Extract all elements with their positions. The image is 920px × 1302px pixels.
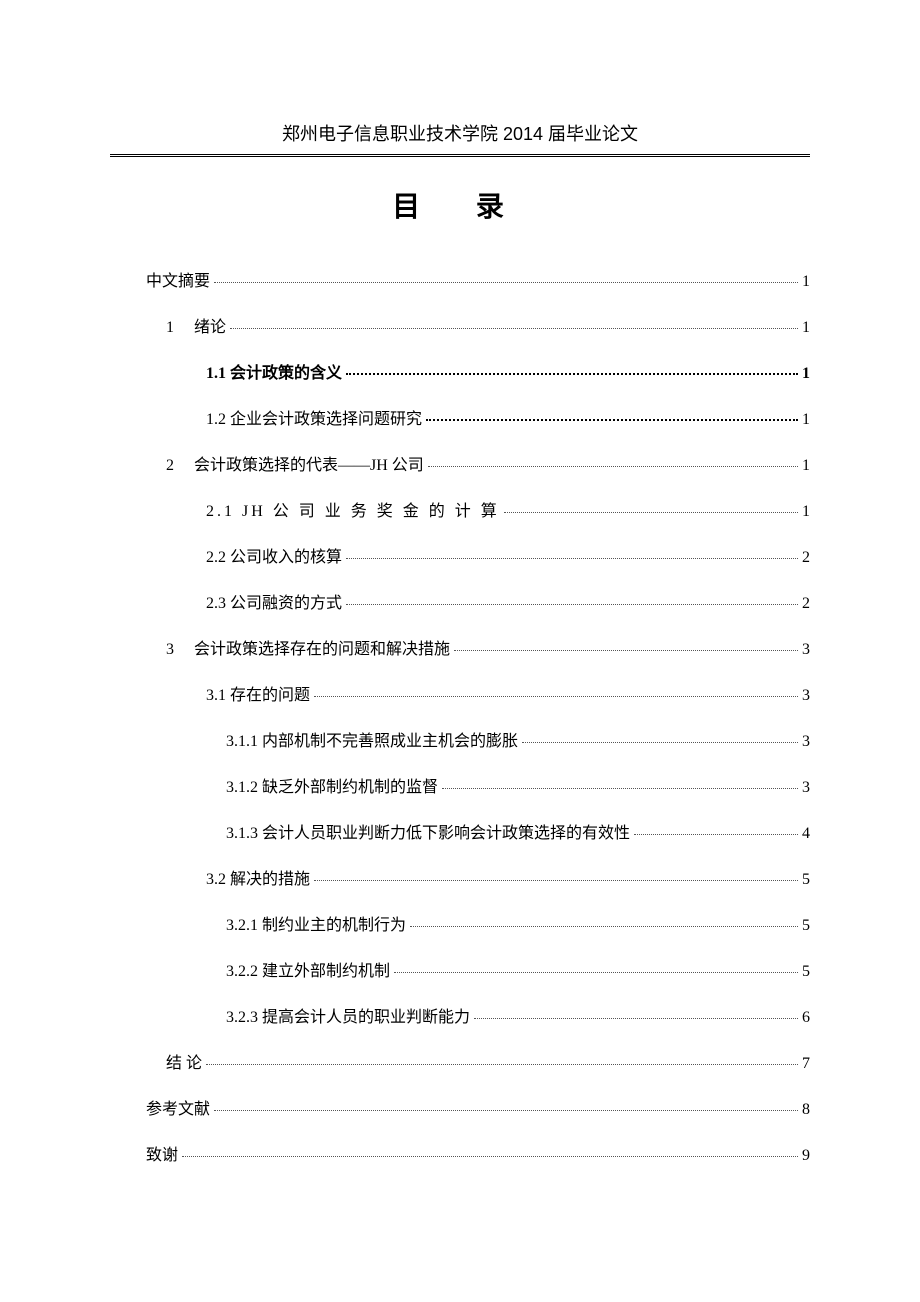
toc-entry-label: 2.1 JH 公 司 业 务 奖 金 的 计 算 (206, 497, 500, 521)
toc-entry: 3.2 解决的措施 5 (110, 865, 810, 889)
toc-leader (474, 1018, 798, 1019)
toc-leader (214, 1110, 798, 1111)
toc-entry-page: 3 (802, 779, 810, 797)
toc-entry-page: 1 (802, 457, 810, 475)
toc-entry: 致谢 9 (110, 1141, 810, 1165)
toc-entry: 参考文献 8 (110, 1095, 810, 1119)
toc-entry-label: 1.2 企业会计政策选择问题研究 (206, 405, 422, 429)
toc-leader (410, 926, 798, 927)
toc-leader (214, 282, 798, 283)
toc-entry-number: 1 (166, 319, 174, 337)
toc-entry-label: 中文摘要 (146, 267, 210, 291)
toc-entry-label: 参考文献 (146, 1095, 210, 1119)
toc-entry: 3.1.1 内部机制不完善照成业主机会的膨胀 3 (110, 727, 810, 751)
toc-entry-label: 3.2.3 提高会计人员的职业判断能力 (226, 1003, 470, 1027)
toc-entry-label: 3.2.1 制约业主的机制行为 (226, 911, 406, 935)
toc-entry-label: 致谢 (146, 1141, 178, 1165)
toc-entry-page: 1 (802, 411, 810, 429)
toc-entry: 3.2.3 提高会计人员的职业判断能力 6 (110, 1003, 810, 1027)
toc-entry-label: 3.2 解决的措施 (206, 865, 310, 889)
toc-entry: 2 会计政策选择的代表——JH 公司 1 (110, 451, 810, 475)
toc-leader (428, 466, 798, 467)
toc-entry-page: 1 (802, 503, 810, 521)
toc-leader (442, 788, 798, 789)
toc-leader (314, 696, 798, 697)
toc-entry-number: 2 (166, 457, 174, 475)
toc-entry-page: 7 (802, 1055, 810, 1073)
toc-entry-label: 3.1.2 缺乏外部制约机制的监督 (226, 773, 438, 797)
toc-entry-page: 6 (802, 1009, 810, 1027)
toc-leader (230, 328, 798, 329)
toc-leader (346, 558, 798, 559)
toc-leader (504, 512, 798, 513)
toc-entry-page: 1 (802, 365, 810, 383)
toc-entry: 结 论 7 (110, 1049, 810, 1073)
toc-entry: 3.2.1 制约业主的机制行为 5 (110, 911, 810, 935)
toc-entry-page: 2 (802, 549, 810, 567)
toc-title: 目 录 (110, 185, 810, 225)
toc-entry: 2.2 公司收入的核算 2 (110, 543, 810, 567)
toc-entry: 1.1 会计政策的含义 1 (110, 359, 810, 383)
toc-leader (346, 373, 798, 375)
toc-entry-label: 3.1 存在的问题 (206, 681, 310, 705)
toc-entry: 3.1.3 会计人员职业判断力低下影响会计政策选择的有效性 4 (110, 819, 810, 843)
toc-entry-page: 5 (802, 963, 810, 981)
toc-entry-label: 3.1.1 内部机制不完善照成业主机会的膨胀 (226, 727, 518, 751)
toc-leader (426, 419, 798, 421)
toc-entry-page: 5 (802, 917, 810, 935)
toc-entry-page: 3 (802, 687, 810, 705)
toc-entry: 1.2 企业会计政策选择问题研究 1 (110, 405, 810, 429)
toc-entry-label: 绪论 (194, 313, 226, 337)
toc-entry-page: 8 (802, 1101, 810, 1119)
toc-entry-page: 3 (802, 641, 810, 659)
page-container: 郑州电子信息职业技术学院 2014 届毕业论文 目 录 中文摘要11绪论11.1… (0, 0, 920, 1165)
toc-entry: 1 绪论 1 (110, 313, 810, 337)
toc-entry-page: 5 (802, 871, 810, 889)
toc-leader (314, 880, 798, 881)
toc-entry: 3.2.2 建立外部制约机制 5 (110, 957, 810, 981)
toc-entry-page: 4 (802, 825, 810, 843)
toc-leader (346, 604, 798, 605)
toc-entry-label: 1.1 会计政策的含义 (206, 359, 342, 383)
toc-leader (206, 1064, 798, 1065)
toc-leader (182, 1156, 798, 1157)
document-header: 郑州电子信息职业技术学院 2014 届毕业论文 (110, 120, 810, 157)
toc-leader (634, 834, 798, 835)
toc-entry-page: 3 (802, 733, 810, 751)
toc-entry-label: 2.3 公司融资的方式 (206, 589, 342, 613)
table-of-contents: 中文摘要 1 1 绪论 1 1.1 会计政策的含义 1 1.2 企业会计政策选择问题研究 1 2 会… (110, 267, 810, 1165)
toc-entry-label: 3.1.3 会计人员职业判断力低下影响会计政策选择的有效性 (226, 819, 630, 843)
toc-entry-page: 2 (802, 595, 810, 613)
toc-leader (394, 972, 798, 973)
toc-entry: 3.1.2 缺乏外部制约机制的监督 3 (110, 773, 810, 797)
toc-entry-page: 1 (802, 273, 810, 291)
toc-entry-number: 3 (166, 641, 174, 659)
toc-entry: 3 会计政策选择存在的问题和解决措施 3 (110, 635, 810, 659)
toc-entry-page: 9 (802, 1147, 810, 1165)
toc-entry: 2.1 JH 公 司 业 务 奖 金 的 计 算 1 (110, 497, 810, 521)
toc-entry: 2.3 公司融资的方式 2 (110, 589, 810, 613)
toc-entry: 3.1 存在的问题 3 (110, 681, 810, 705)
toc-leader (454, 650, 798, 651)
toc-entry: 中文摘要 1 (110, 267, 810, 291)
toc-entry-label: 结 论 (166, 1049, 202, 1073)
toc-entry-label: 会计政策选择存在的问题和解决措施 (194, 635, 450, 659)
toc-entry-label: 2.2 公司收入的核算 (206, 543, 342, 567)
toc-leader (522, 742, 798, 743)
toc-entry-label: 3.2.2 建立外部制约机制 (226, 957, 390, 981)
toc-entry-label: 会计政策选择的代表——JH 公司 (194, 451, 424, 475)
toc-entry-page: 1 (802, 319, 810, 337)
